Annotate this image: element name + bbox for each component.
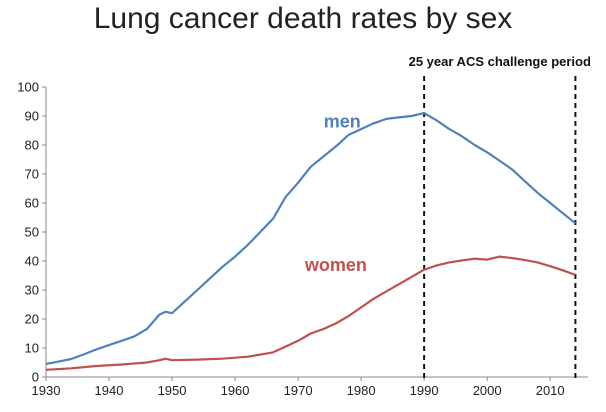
- y-tick-label: 90: [25, 109, 39, 124]
- y-tick-label: 30: [25, 283, 39, 298]
- x-tick-label: 1970: [284, 383, 313, 398]
- x-tick-label: 1950: [158, 383, 187, 398]
- y-tick-label: 60: [25, 196, 39, 211]
- y-tick-label: 80: [25, 138, 39, 153]
- y-tick-label: 20: [25, 312, 39, 327]
- x-tick-label: 1960: [221, 383, 250, 398]
- y-tick-label: 0: [32, 370, 39, 385]
- series-label-women: women: [304, 255, 367, 275]
- x-tick-label: 1930: [32, 383, 61, 398]
- x-tick-label: 1990: [410, 383, 439, 398]
- y-tick-label: 70: [25, 167, 39, 182]
- series-label-men: men: [324, 112, 361, 132]
- y-tick-label: 100: [17, 80, 39, 95]
- y-tick-label: 50: [25, 225, 39, 240]
- y-tick-label: 10: [25, 341, 39, 356]
- series-line-men: [45, 112, 577, 365]
- series-line-women: [45, 255, 576, 371]
- chart-title: Lung cancer death rates by sex: [94, 2, 513, 35]
- y-tick-label: 40: [25, 254, 39, 269]
- x-tick-label: 2000: [473, 383, 502, 398]
- x-tick-label: 1980: [347, 383, 376, 398]
- x-tick-label: 2010: [536, 383, 565, 398]
- x-tick-label: 1940: [95, 383, 124, 398]
- period-annotation-label: 25 year ACS challenge period: [409, 54, 591, 69]
